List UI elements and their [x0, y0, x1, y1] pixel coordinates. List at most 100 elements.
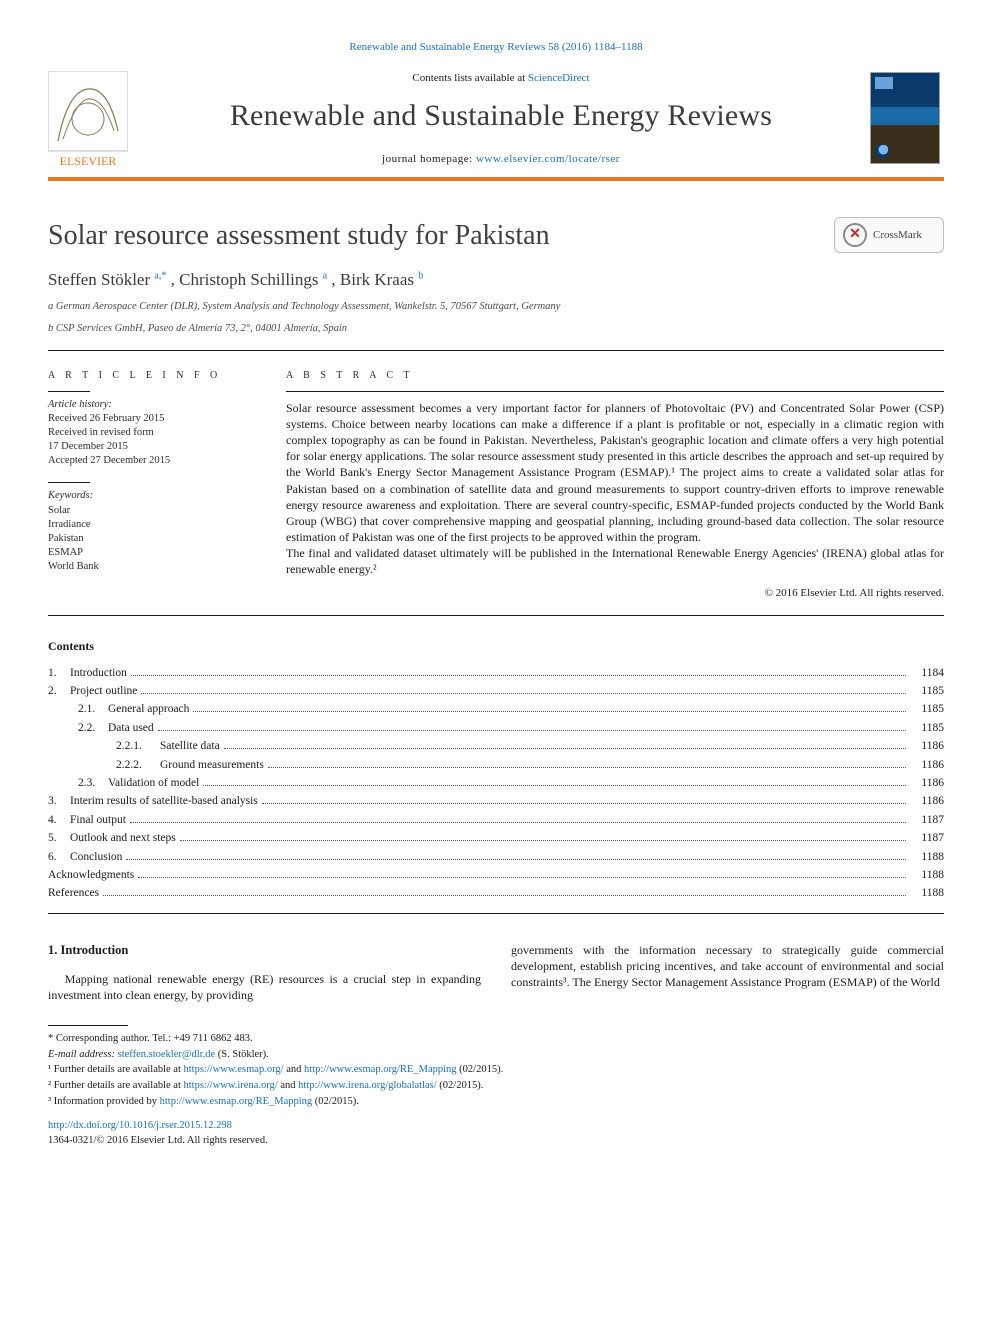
- toc-row[interactable]: 2.2.2.Ground measurements1186: [48, 756, 944, 774]
- keyword: Solar: [48, 504, 258, 518]
- issn-copyright-line: 1364-0321/© 2016 Elsevier Ltd. All right…: [48, 1134, 944, 1148]
- toc-row[interactable]: 2.Project outline 1185: [48, 682, 944, 700]
- toc-row[interactable]: 4.Final output1187: [48, 811, 944, 829]
- toc-number: 3.: [48, 792, 70, 810]
- section-1-heading: 1. Introduction: [48, 942, 481, 959]
- toc-number: 5.: [48, 829, 70, 847]
- intro-para-right: governments with the information necessa…: [511, 942, 944, 991]
- toc-label: Satellite data: [160, 737, 220, 755]
- toc-number: 2.1.: [78, 700, 108, 718]
- journal-homepage-link[interactable]: www.elsevier.com/locate/rser: [476, 153, 620, 165]
- article-info-head: A R T I C L E I N F O: [48, 369, 258, 383]
- toc-page: 1185: [910, 682, 944, 700]
- author-line: Steffen Stökler a,* , Christoph Schillin…: [48, 269, 944, 292]
- toc-label: Interim results of satellite-based analy…: [70, 792, 258, 810]
- journal-banner: ELSEVIER Contents lists available at Sci…: [48, 63, 944, 181]
- email-line: E-mail address: steffen.stoekler@dlr.de …: [48, 1048, 944, 1063]
- footnote-2: ² Further details are available at https…: [48, 1079, 944, 1094]
- abstract-para-1: Solar resource assessment becomes a very…: [286, 400, 944, 546]
- footnote-3-link-1[interactable]: http://www.esmap.org/RE_Mapping: [160, 1096, 313, 1107]
- history-line: 17 December 2015: [48, 440, 258, 454]
- toc-row[interactable]: 6.Conclusion1188: [48, 848, 944, 866]
- toc-leader-dots: [138, 877, 906, 878]
- footnote-1-link-1[interactable]: https://www.esmap.org/: [184, 1064, 284, 1075]
- toc-page: 1185: [910, 700, 944, 718]
- history-line: Accepted 27 December 2015: [48, 454, 258, 468]
- affiliation-b: b CSP Services GmbH, Paseo de Almería 73…: [48, 322, 944, 336]
- toc-label: General approach: [108, 700, 189, 718]
- history-line: Received 26 February 2015: [48, 412, 258, 426]
- author-3: , Birk Kraas: [331, 270, 418, 289]
- toc-leader-dots: [126, 859, 906, 860]
- keyword: Pakistan: [48, 532, 258, 546]
- toc-page: 1187: [910, 811, 944, 829]
- toc-row[interactable]: 2.2.1.Satellite data1186: [48, 737, 944, 755]
- toc-page: 1184: [910, 664, 944, 682]
- journal-homepage-line: journal homepage: www.elsevier.com/locat…: [142, 152, 860, 167]
- toc-row[interactable]: References1188: [48, 884, 944, 902]
- toc-page: 1185: [910, 719, 944, 737]
- toc-number: 2.: [48, 682, 70, 700]
- footnote-1: ¹ Further details are available at https…: [48, 1063, 944, 1078]
- toc-number: 2.3.: [78, 774, 108, 792]
- journal-citation-link[interactable]: Renewable and Sustainable Energy Reviews…: [349, 41, 642, 53]
- author-3-affil-link[interactable]: b: [418, 270, 423, 281]
- toc-leader-dots: [131, 675, 906, 676]
- toc-page: 1186: [910, 774, 944, 792]
- body-left-column: 1. Introduction Mapping national renewab…: [48, 942, 481, 1003]
- toc-leader-dots: [180, 840, 906, 841]
- contents-heading: Contents: [48, 638, 944, 654]
- toc-row[interactable]: 3.Interim results of satellite-based ana…: [48, 792, 944, 810]
- keywords-label: Keywords:: [48, 489, 258, 503]
- toc-label: Ground measurements: [160, 756, 264, 774]
- corr-email-link[interactable]: steffen.stoekler@dlr.de: [118, 1049, 216, 1060]
- toc-row[interactable]: 1.Introduction 1184: [48, 664, 944, 682]
- toc-label: Data used: [108, 719, 154, 737]
- toc-row[interactable]: 2.1.General approach 1185: [48, 700, 944, 718]
- toc-leader-dots: [130, 822, 906, 823]
- footnote-1-link-2[interactable]: http://www.esmap.org/RE_Mapping: [304, 1064, 457, 1075]
- history-line: Received in revised form: [48, 426, 258, 440]
- journal-cover-image-icon: [870, 72, 940, 164]
- abstract-copyright: © 2016 Elsevier Ltd. All rights reserved…: [286, 586, 944, 601]
- toc-leader-dots: [158, 730, 906, 731]
- author-2-affil-link[interactable]: a: [323, 270, 327, 281]
- toc-label: Final output: [70, 811, 126, 829]
- toc-label: Conclusion: [70, 848, 122, 866]
- contents-list-line: Contents lists available at ScienceDirec…: [142, 71, 860, 86]
- toc-label: Project outline: [70, 682, 137, 700]
- doi-link[interactable]: http://dx.doi.org/10.1016/j.rser.2015.12…: [48, 1120, 232, 1131]
- toc-number: 1.: [48, 664, 70, 682]
- article-title: Solar resource assessment study for Paki…: [48, 217, 834, 255]
- toc-row[interactable]: 2.3.Validation of model 1186: [48, 774, 944, 792]
- abstract-para-2: The final and validated dataset ultimate…: [286, 545, 944, 577]
- toc-label: Introduction: [70, 664, 127, 682]
- footnote-3: ³ Information provided by http://www.esm…: [48, 1095, 944, 1110]
- author-1-affil-link[interactable]: a,*: [154, 270, 166, 281]
- toc-leader-dots: [141, 693, 906, 694]
- toc-row[interactable]: 5.Outlook and next steps1187: [48, 829, 944, 847]
- toc-leader-dots: [103, 895, 906, 896]
- keyword: World Bank: [48, 560, 258, 574]
- toc-page: 1186: [910, 792, 944, 810]
- toc-leader-dots: [193, 711, 906, 712]
- body-right-column: governments with the information necessa…: [511, 942, 944, 1003]
- footnote-2-link-2[interactable]: http://www.irena.org/globalatlas/: [298, 1080, 437, 1091]
- elsevier-logo-icon: ELSEVIER: [48, 71, 128, 171]
- journal-cover-thumb: [866, 63, 944, 177]
- article-info-column: A R T I C L E I N F O Article history: R…: [48, 359, 258, 600]
- toc-leader-dots: [203, 785, 906, 786]
- sciencedirect-link[interactable]: ScienceDirect: [528, 72, 590, 84]
- footnote-2-link-1[interactable]: https://www.irena.org/: [184, 1080, 278, 1091]
- crossmark-badge[interactable]: ✕ CrossMark: [834, 217, 944, 253]
- toc-label: Validation of model: [108, 774, 199, 792]
- author-2: , Christoph Schillings: [171, 270, 323, 289]
- toc-label: Outlook and next steps: [70, 829, 176, 847]
- journal-citation: Renewable and Sustainable Energy Reviews…: [48, 40, 944, 55]
- toc-row[interactable]: Acknowledgments1188: [48, 866, 944, 884]
- intro-para-left: Mapping national renewable energy (RE) r…: [48, 971, 481, 1003]
- toc-row[interactable]: 2.2.Data used1185: [48, 719, 944, 737]
- toc-page: 1186: [910, 737, 944, 755]
- publisher-name: ELSEVIER: [60, 154, 117, 168]
- toc-number: 6.: [48, 848, 70, 866]
